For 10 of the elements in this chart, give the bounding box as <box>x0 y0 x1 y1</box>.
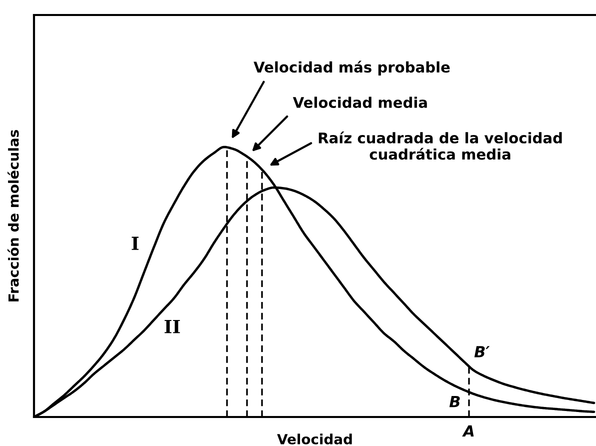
text: A <box>462 425 474 436</box>
annotation: B′ <box>474 346 490 358</box>
y-axis-title: Fracción de moléculas <box>8 130 19 302</box>
text: Velocidad media <box>292 96 427 108</box>
annotation: Raíz cuadrada de la velocidad cuadrática media <box>318 132 562 160</box>
series-label: II <box>164 320 180 334</box>
x-axis-title: Velocidad <box>277 434 352 444</box>
text: Velocidad más probable <box>254 60 450 76</box>
annotation: B <box>449 396 460 408</box>
series-label: I <box>132 236 139 250</box>
